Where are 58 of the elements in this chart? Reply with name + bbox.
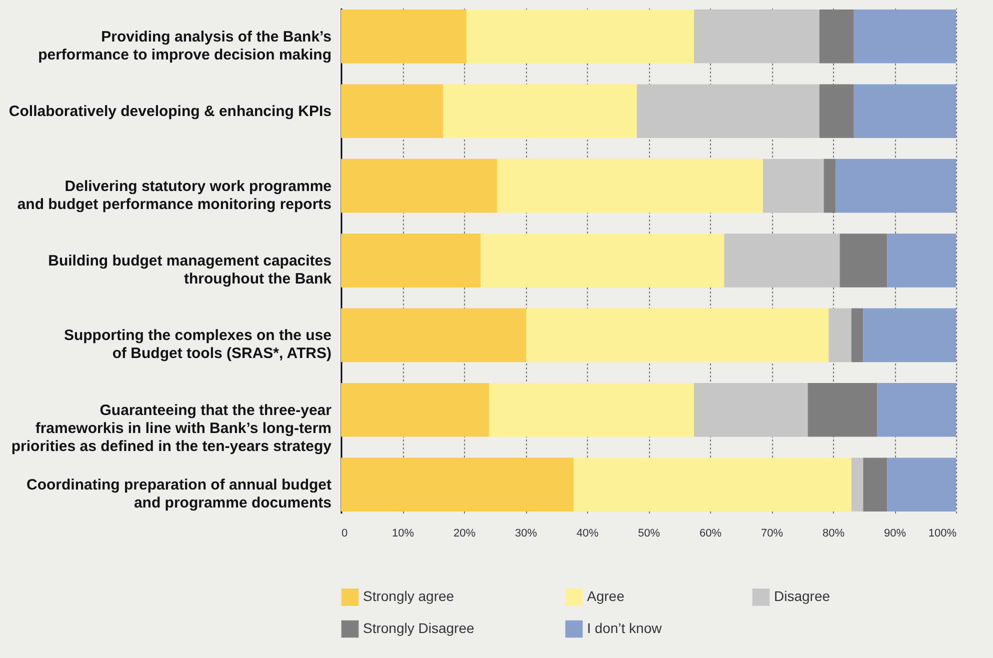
bar	[341, 9, 466, 64]
bar	[341, 458, 574, 512]
x-tick-label: 90%	[884, 528, 906, 540]
bar	[863, 308, 956, 362]
bar	[443, 84, 637, 138]
bar	[724, 234, 840, 288]
bar	[466, 9, 694, 64]
legend-label: I don’t know	[587, 620, 663, 636]
bar	[828, 308, 852, 362]
x-tick-label: 70%	[760, 528, 784, 540]
legend-label: Agree	[587, 588, 625, 604]
bar	[526, 308, 829, 362]
bar	[489, 383, 694, 437]
y-tick-label: Guaranteeing that the three-year frameworkis in line with Bank’s long-term priorities as defined in the ten-years strategy	[11, 402, 332, 455]
y-tick-label: Coordinating preparation of annual budget and programme documents	[26, 476, 332, 512]
y-tick-label: Providing analysis of the Bank’s performance to improve decision making	[38, 28, 332, 64]
bar	[887, 234, 956, 288]
bar	[694, 383, 808, 437]
bar	[835, 158, 956, 213]
bar	[851, 458, 864, 512]
bar	[762, 158, 824, 213]
bar	[863, 458, 888, 512]
bar	[497, 158, 763, 213]
bar	[341, 234, 481, 288]
x-tick-label: 40%	[576, 528, 599, 540]
x-tick-label: 80%	[822, 528, 845, 540]
bar	[854, 84, 956, 138]
bar	[636, 84, 820, 138]
legend-label: Strongly Disagree	[363, 620, 474, 636]
bar	[854, 9, 956, 64]
x-tick-label: 50%	[638, 528, 660, 540]
x-tick-label: 30%	[514, 528, 538, 540]
legend-label: Strongly agree	[363, 588, 454, 604]
y-tick-label: Supporting the complexes on the use of Budget tools (SRAS*, ATRS)	[64, 327, 332, 362]
bar	[819, 9, 854, 64]
bar	[573, 458, 852, 512]
bar	[341, 308, 526, 362]
bar	[694, 9, 820, 64]
bar	[840, 234, 888, 288]
legend-label: Disagree	[774, 588, 830, 604]
bar	[480, 234, 724, 288]
y-tick-label: Building budget management capacites throughout the Bank	[48, 252, 332, 288]
bar	[808, 383, 878, 437]
x-tick-label: 100%	[928, 528, 957, 540]
bar	[824, 158, 836, 213]
x-tick-label: 0	[342, 528, 348, 540]
bar	[341, 383, 490, 437]
bar	[877, 383, 956, 437]
x-tick-label: 60%	[699, 528, 722, 540]
bar	[887, 458, 956, 512]
bar	[341, 84, 444, 138]
y-tick-label: Delivering statutory work programme and budget performance monitoring reports	[17, 178, 332, 213]
bar	[851, 308, 864, 362]
y-tick-label: Collaboratively developing & enhancing KPIs	[8, 103, 332, 120]
bar	[341, 158, 498, 213]
x-tick-label: 10%	[392, 528, 414, 540]
x-tick-label: 20%	[453, 528, 476, 540]
bar	[819, 84, 854, 138]
